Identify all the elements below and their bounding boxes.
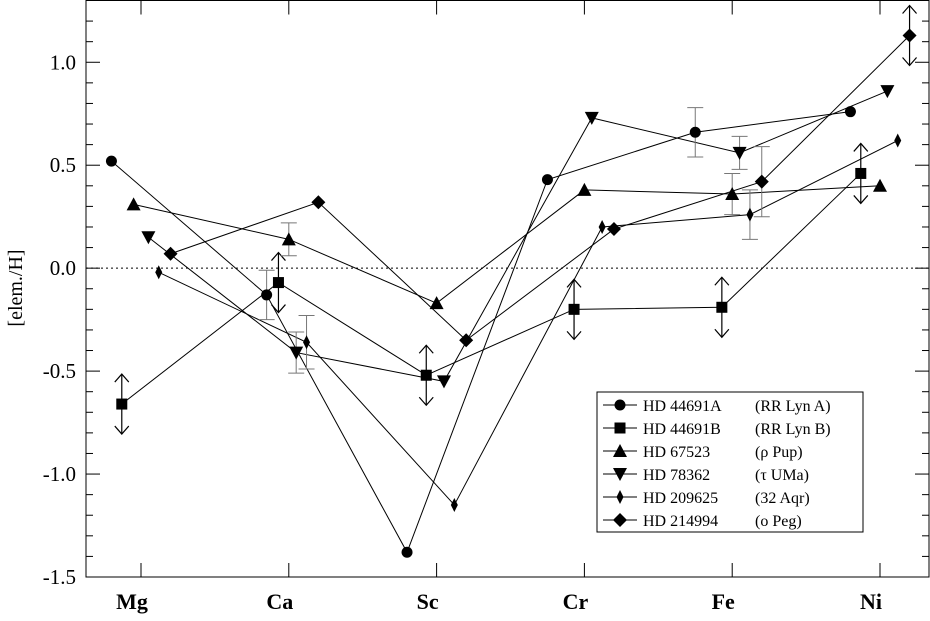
data-point-triangle-down xyxy=(436,375,451,389)
data-point-circle xyxy=(105,155,117,167)
legend-series-alias: (RR Lyn B) xyxy=(755,421,831,438)
legend-marker-circle xyxy=(614,399,626,411)
series-line-1 xyxy=(111,111,851,554)
x-category-label: Cr xyxy=(563,589,589,614)
x-category-label: Ca xyxy=(266,589,293,614)
data-point-triangle-up xyxy=(873,178,887,192)
limit-arrow-up xyxy=(853,142,869,152)
data-point-thin-diamond xyxy=(746,207,754,222)
series-line-6 xyxy=(170,35,910,341)
data-point-diamond xyxy=(902,28,917,43)
legend-series-alias: (RR Lyn A) xyxy=(755,398,831,415)
legend-series-name: HD 67523 xyxy=(643,444,710,461)
data-point-triangle-down xyxy=(880,85,895,99)
legend-marker-square xyxy=(614,422,626,434)
limit-arrow-up xyxy=(902,4,918,14)
limit-arrow-down xyxy=(902,57,918,67)
data-point-triangle-down xyxy=(732,146,747,160)
data-point-triangle-up xyxy=(281,232,296,246)
y-axis-label: [elem./H] xyxy=(5,249,27,326)
limit-arrow-down xyxy=(566,330,582,341)
legend-series-alias: (τ UMa) xyxy=(755,467,809,484)
y-tick-label: -0.5 xyxy=(43,359,76,383)
data-point-thin-diamond xyxy=(303,335,311,350)
legend-series-alias: (ρ Pup) xyxy=(755,444,803,461)
limit-arrow-down xyxy=(114,425,130,435)
data-point-circle xyxy=(541,174,553,186)
data-point-triangle-up xyxy=(429,296,444,310)
limit-arrow-up xyxy=(566,278,582,288)
legend-marker-triangle-up xyxy=(613,444,627,457)
data-point-square xyxy=(420,369,432,381)
legend-marker-triangle-down xyxy=(613,468,627,481)
data-point-triangle-down xyxy=(584,111,599,125)
data-point-thin-diamond xyxy=(894,133,902,148)
legend-series-name: HD 44691A xyxy=(643,398,722,415)
data-point-thin-diamond xyxy=(598,219,606,234)
data-point-triangle-up xyxy=(577,182,592,196)
x-category-label: Mg xyxy=(116,589,148,614)
legend-series-alias: (32 Aqr) xyxy=(755,490,810,507)
legend-series-name: HD 209625 xyxy=(643,490,718,507)
legend-box xyxy=(596,391,864,533)
series-line-4 xyxy=(148,90,888,382)
data-point-triangle-up xyxy=(126,197,141,211)
series-line-5 xyxy=(158,140,898,506)
data-point-circle xyxy=(261,289,273,301)
y-tick-label: 0.5 xyxy=(50,153,76,177)
series-line-2 xyxy=(121,173,862,405)
data-point-square xyxy=(855,167,867,179)
limit-arrow-up xyxy=(271,251,286,261)
legend-series-name: HD 44691B xyxy=(643,421,721,438)
data-point-square xyxy=(116,398,128,410)
data-point-circle xyxy=(844,106,856,118)
limit-arrow-down xyxy=(271,304,286,314)
data-point-square xyxy=(716,301,728,313)
legend-series-alias: (o Peg) xyxy=(755,513,802,530)
legend-marker-thin-diamond xyxy=(616,490,624,504)
legend-marker-diamond xyxy=(613,513,627,527)
data-point-thin-diamond xyxy=(155,265,163,280)
data-point-diamond xyxy=(754,174,769,189)
y-tick-label: -1.0 xyxy=(43,462,76,486)
data-point-diamond xyxy=(606,222,621,237)
data-point-diamond xyxy=(163,246,178,261)
data-point-triangle-down xyxy=(141,231,156,245)
x-category-label: Ni xyxy=(860,589,882,614)
y-tick-label: -1.5 xyxy=(43,565,76,589)
data-point-circle xyxy=(401,546,413,558)
x-category-label: Fe xyxy=(712,589,735,614)
x-category-label: Sc xyxy=(417,589,439,614)
data-point-square xyxy=(568,303,580,315)
data-point-diamond xyxy=(311,195,326,210)
legend-series-name: HD 78362 xyxy=(643,467,710,484)
data-point-square xyxy=(272,277,284,289)
series-line-3 xyxy=(133,185,881,304)
limit-arrow-up xyxy=(714,276,730,286)
y-tick-label: 0.0 xyxy=(50,256,76,280)
data-point-triangle-up xyxy=(725,187,740,201)
legend-series-name: HD 214994 xyxy=(643,513,718,530)
limit-arrow-down xyxy=(418,396,434,407)
data-point-triangle-down xyxy=(289,346,304,360)
data-point-circle xyxy=(689,126,701,138)
limit-arrow-down xyxy=(853,195,869,205)
legend: HD 44691A (RR Lyn A) HD 44691B (RR Lyn B) HD… xyxy=(596,391,864,533)
limit-arrow-up xyxy=(114,373,130,383)
data-point-thin-diamond xyxy=(450,497,458,512)
y-tick-label: 1.0 xyxy=(50,50,76,74)
data-point-diamond xyxy=(459,333,474,348)
plot-frame xyxy=(85,0,930,578)
limit-arrow-down xyxy=(714,328,730,339)
limit-arrow-up xyxy=(418,344,434,354)
